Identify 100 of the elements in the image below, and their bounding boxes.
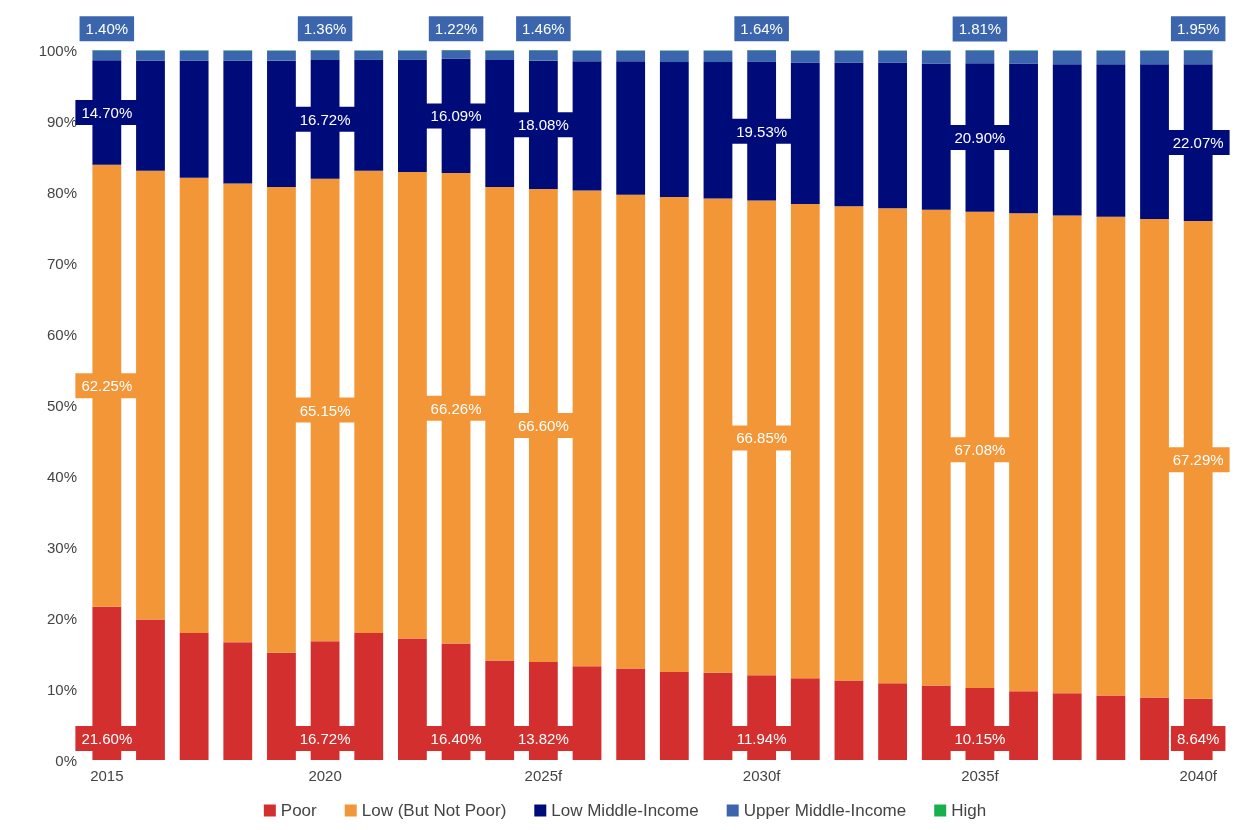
legend-label: High [951, 801, 987, 820]
bar [1052, 50, 1082, 65]
data-label: 13.82% [517, 730, 569, 747]
bar [1096, 695, 1126, 760]
data-label: 16.40% [430, 730, 482, 747]
y-tick-label: 80% [46, 183, 77, 201]
data-label: 66.85% [736, 429, 788, 447]
data-label: 1.36% [303, 20, 347, 38]
data-label: 1.40% [85, 20, 129, 38]
bar [878, 62, 907, 209]
bar [485, 50, 515, 60]
bar [616, 194, 646, 669]
data-label: 1.81% [958, 20, 1002, 38]
bar [616, 668, 646, 760]
bar [790, 50, 820, 63]
bar [878, 208, 907, 684]
data-label: 1.46% [522, 20, 565, 38]
bar [92, 50, 122, 61]
bar [1140, 697, 1169, 760]
bar [1052, 693, 1082, 760]
bar [747, 50, 777, 62]
data-label: 21.60% [81, 730, 133, 747]
bar [267, 50, 296, 61]
bar [921, 50, 951, 64]
bar [179, 177, 209, 633]
y-tick-label: 70% [46, 254, 77, 272]
y-tick-label: 90% [46, 112, 77, 130]
legend-label: Low (But Not Poor) [361, 801, 507, 820]
bar [659, 50, 689, 63]
bar [1096, 216, 1126, 696]
data-label: 20.90% [954, 128, 1006, 146]
data-label: 18.08% [517, 116, 569, 134]
data-label: 66.60% [517, 416, 569, 434]
y-tick-label: 50% [46, 396, 77, 414]
bar [572, 50, 602, 62]
bar [659, 62, 689, 197]
data-label: 22.07% [1172, 134, 1224, 152]
bar [1052, 215, 1082, 694]
x-tick-label: 2040f [1179, 767, 1218, 784]
x-tick-label: 2015 [90, 767, 124, 784]
data-label: 66.26% [430, 399, 482, 417]
data-label: 10.15% [954, 730, 1006, 747]
data-label: 65.15% [299, 401, 351, 419]
data-label: 14.70% [81, 103, 133, 121]
bar [441, 50, 471, 59]
bar [616, 61, 646, 195]
bar [136, 50, 165, 61]
bar [834, 50, 864, 63]
bar [310, 50, 340, 61]
bar [965, 50, 995, 64]
data-label: 67.08% [954, 441, 1006, 459]
bar [223, 60, 253, 184]
legend-label: Upper Middle-Income [743, 801, 907, 820]
bar [1096, 64, 1126, 217]
bar [354, 50, 384, 60]
data-label: 19.53% [736, 122, 788, 140]
bar [834, 62, 864, 207]
bar [179, 50, 209, 61]
x-tick-label: 2030f [742, 767, 782, 784]
legend-label: Low Middle-Income [551, 801, 699, 820]
x-tick-label: 2035f [961, 767, 1000, 784]
data-label: 8.64% [1176, 730, 1220, 747]
bar [616, 50, 646, 62]
data-label: 1.22% [434, 20, 478, 38]
data-label: 16.72% [299, 730, 351, 747]
data-label: 62.25% [81, 377, 133, 395]
bar [878, 683, 907, 760]
x-tick-label: 2025f [524, 767, 563, 784]
data-label: 1.95% [1176, 20, 1220, 38]
bar [834, 680, 864, 760]
bar [528, 50, 558, 61]
bar [1052, 64, 1082, 216]
bar [1140, 50, 1169, 65]
data-label: 16.72% [299, 110, 351, 128]
y-tick-label: 30% [46, 538, 77, 556]
y-tick-label: 100% [38, 41, 77, 59]
y-tick-label: 40% [46, 467, 77, 485]
bar [398, 50, 427, 60]
bar [223, 183, 253, 643]
y-tick-label: 20% [46, 609, 77, 627]
bar [179, 632, 209, 760]
bar [659, 196, 689, 672]
bar [1096, 50, 1126, 65]
y-tick-label: 60% [46, 325, 77, 343]
bar [1183, 50, 1213, 65]
y-tick-label: 10% [46, 680, 77, 698]
data-label: 1.64% [740, 20, 783, 38]
bar [179, 60, 209, 178]
y-tick-label: 0% [55, 751, 77, 769]
legend-label: Poor [280, 801, 318, 820]
bar [878, 50, 907, 63]
data-label: 11.94% [736, 730, 787, 747]
bar [703, 50, 733, 63]
bar [834, 206, 864, 681]
bar [1009, 50, 1038, 64]
bar [223, 642, 253, 760]
data-label: 67.29% [1172, 451, 1224, 469]
data-label: 16.09% [430, 107, 482, 125]
x-tick-label: 2020 [308, 767, 342, 784]
bar [223, 50, 253, 61]
